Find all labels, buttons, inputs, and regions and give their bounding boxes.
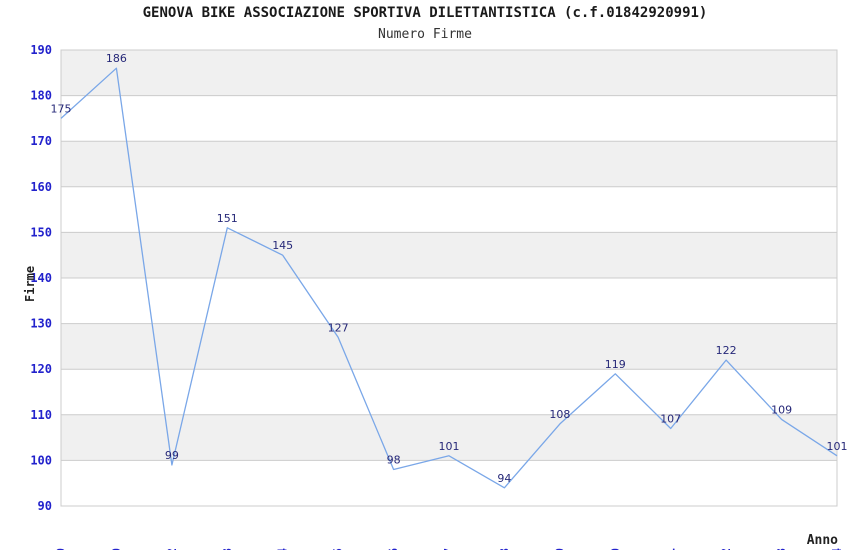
chart-title: GENOVA BIKE ASSOCIAZIONE SPORTIVA DILETT… — [142, 5, 708, 21]
data-point-label: 109 — [771, 403, 792, 416]
x-axis-tick-label: 2021 — [664, 548, 678, 550]
x-axis-tick-label: 2023 — [775, 548, 789, 550]
data-line — [60, 67, 838, 489]
y-axis-tick-label: 170 — [30, 134, 52, 148]
data-point-label: 175 — [51, 102, 72, 115]
data-point-label: 94 — [497, 472, 511, 485]
plot-band — [61, 323, 837, 370]
x-axis-tick-label: 2019 — [553, 548, 567, 550]
x-axis-tick-label: 2014 — [276, 548, 290, 550]
plot-band — [61, 50, 837, 96]
y-axis-title: Firme — [23, 266, 37, 302]
x-axis-tick-label: 2016 — [387, 548, 401, 550]
y-axis-tick-label: 120 — [30, 362, 52, 376]
x-axis-title: Anno — [807, 533, 838, 548]
y-axis-tick-label: 140 — [30, 271, 52, 285]
data-point-label: 119 — [605, 358, 626, 371]
x-axis-tick-label: 2024 — [830, 548, 844, 550]
x-axis-tick-label: 2009 — [54, 548, 68, 550]
plot-band — [61, 414, 837, 461]
x-axis-tick-label: 2020 — [608, 548, 622, 550]
data-point-label: 151 — [217, 212, 238, 225]
plot-border — [60, 49, 838, 507]
x-axis-tick-label: 2010 — [109, 548, 123, 550]
chart-subtitle: Numero Firme — [378, 27, 472, 42]
data-point-label: 186 — [106, 52, 127, 65]
data-point-label: 107 — [660, 413, 681, 426]
data-point-label: 108 — [549, 408, 570, 421]
data-point-label: 101 — [439, 440, 460, 453]
y-axis-tick-label: 190 — [30, 43, 52, 57]
data-point-label: 99 — [165, 449, 179, 462]
data-point-label: 127 — [328, 321, 349, 334]
plot-band — [61, 232, 837, 278]
x-axis-tick-label: 2012 — [165, 548, 179, 550]
data-point-label: 122 — [716, 344, 737, 357]
y-axis-tick-label: 130 — [30, 317, 52, 331]
x-axis-tick-label: 2015 — [331, 548, 345, 550]
y-axis-tick-label: 160 — [30, 180, 52, 194]
y-axis-tick-label: 110 — [30, 408, 52, 422]
plot-band — [61, 141, 837, 187]
data-point-label: 101 — [827, 440, 848, 453]
y-axis-tick-label: 150 — [30, 225, 52, 239]
x-axis-tick-label: 2017 — [442, 548, 456, 550]
x-axis-tick-label: 2022 — [719, 548, 733, 550]
data-point-label: 98 — [387, 454, 401, 467]
y-axis-tick-label: 100 — [30, 453, 52, 467]
data-point-label: 145 — [272, 239, 293, 252]
y-axis-tick-label: 180 — [30, 89, 52, 103]
y-axis-tick-label: 90 — [38, 499, 52, 513]
x-axis-tick-label: 2018 — [497, 548, 511, 550]
